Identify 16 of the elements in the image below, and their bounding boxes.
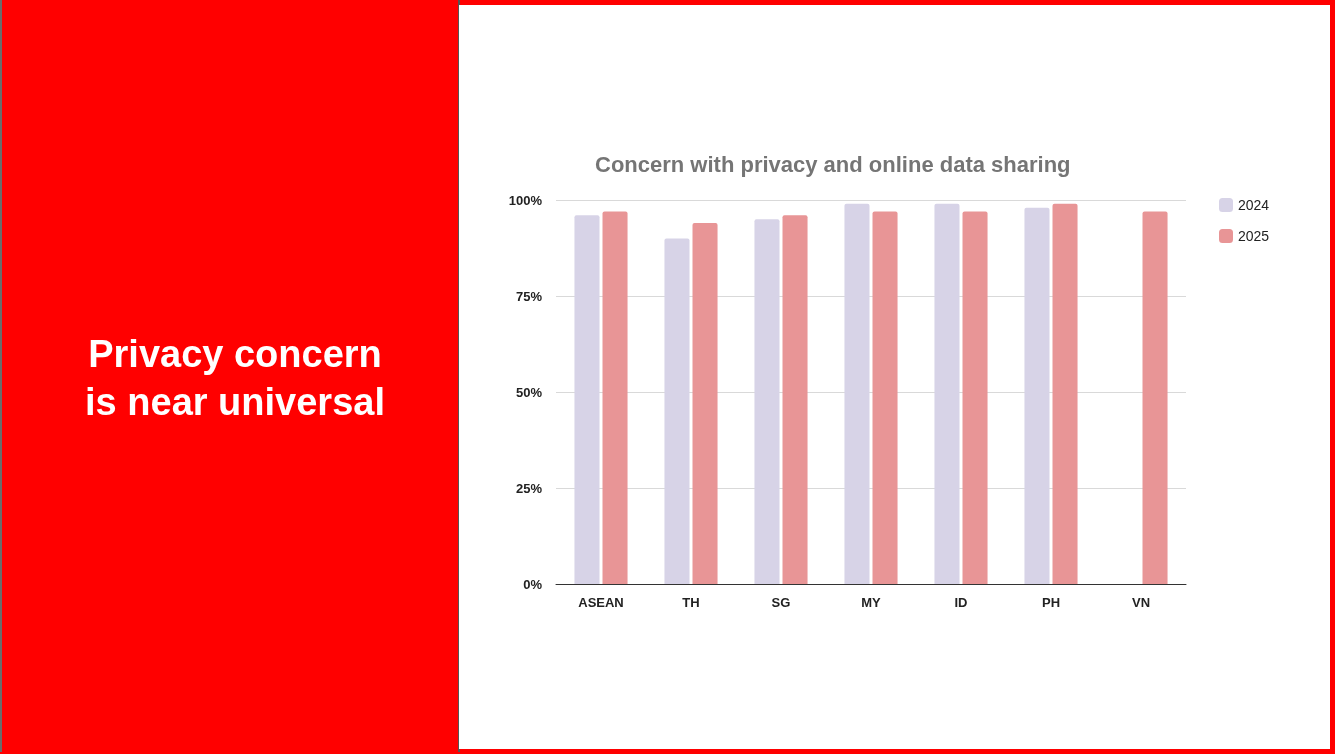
x-tick-label: MY: [861, 595, 882, 610]
text: Privacy concern is near universal: [84, 332, 386, 425]
y-tick-label: 25%: [515, 480, 543, 496]
x-tick-label: TH: [682, 595, 700, 610]
legend-label: 2025: [1238, 228, 1270, 244]
legend-label: 2024: [1238, 197, 1270, 213]
y-tick-label: 100%: [508, 192, 543, 208]
y-tick-label: 0%: [523, 576, 543, 592]
x-tick-label: ASEAN: [578, 595, 624, 610]
y-tick-label: 50%: [515, 384, 543, 400]
x-tick-label: SG: [771, 595, 791, 610]
x-tick-label: VN: [1131, 595, 1151, 610]
x-tick-label: ID: [954, 595, 968, 610]
y-tick-label: 75%: [515, 288, 543, 304]
chart-title: Concern with privacy and online data sharing: [595, 151, 1071, 177]
x-tick-label: PH: [1041, 595, 1061, 610]
